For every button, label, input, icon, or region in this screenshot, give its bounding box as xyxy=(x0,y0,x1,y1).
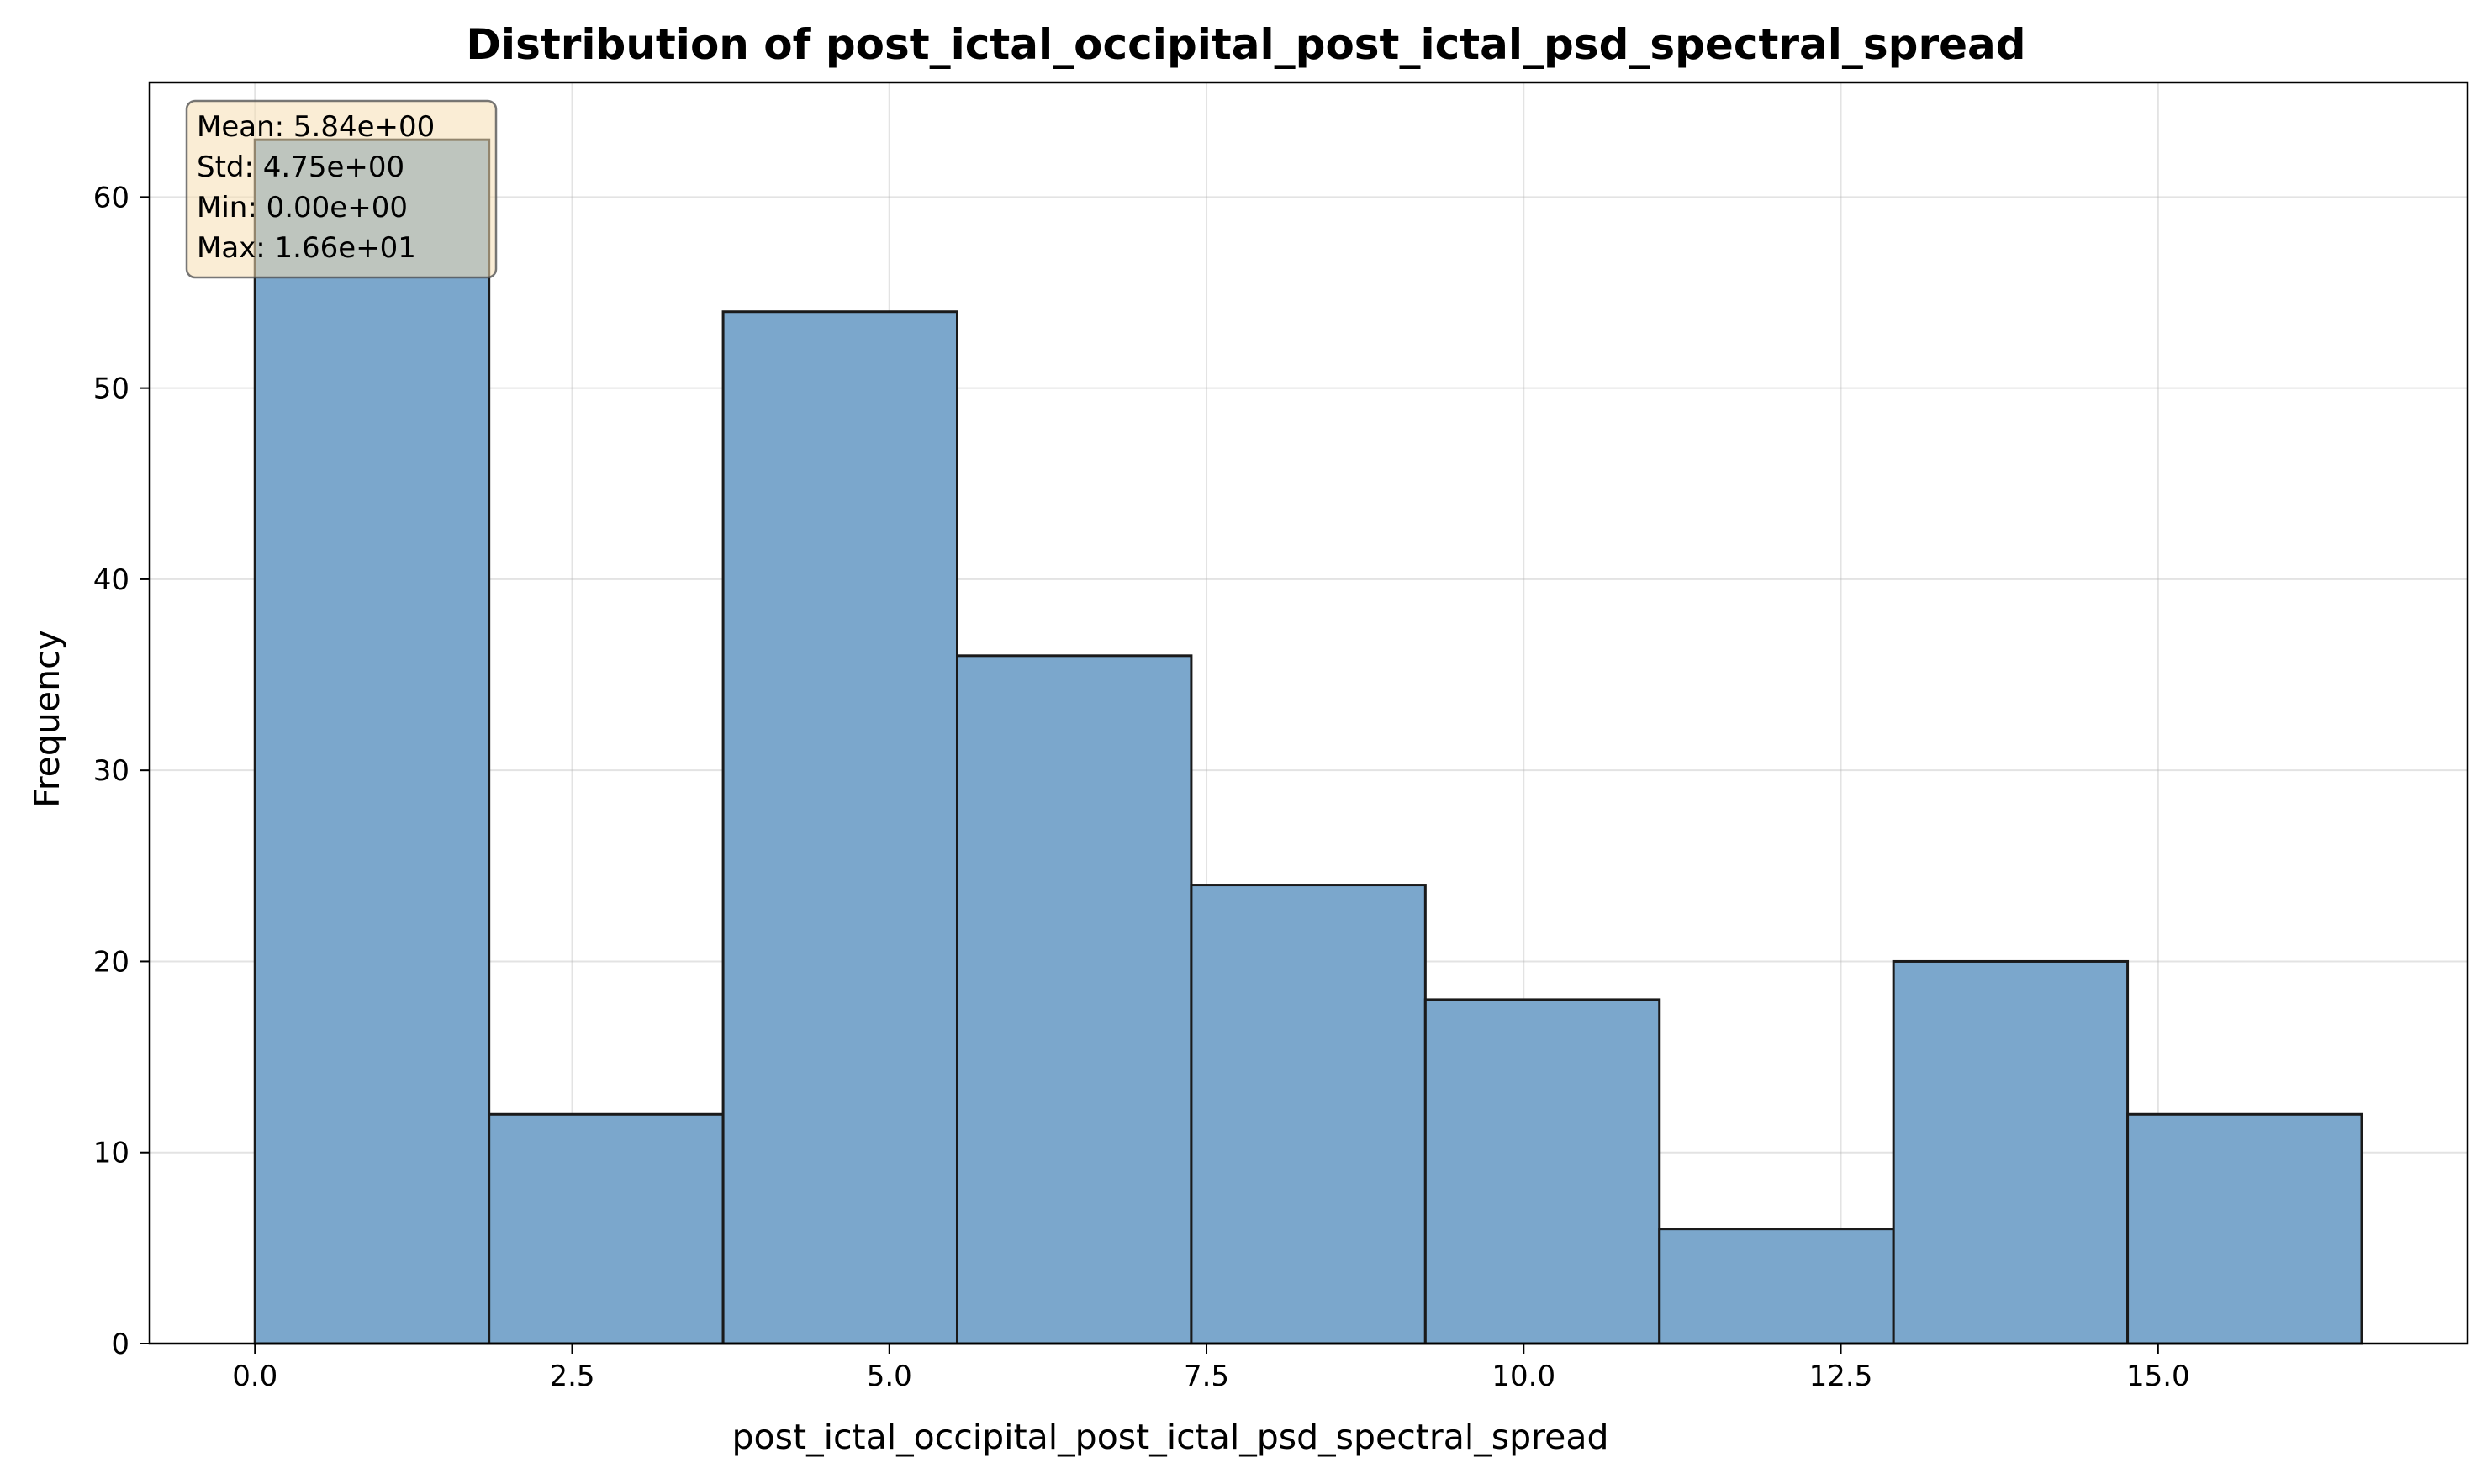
histogram-bar-6 xyxy=(1658,1228,1895,1345)
histogram-bar-4 xyxy=(1190,884,1427,1345)
x-tick-label-1: 2.5 xyxy=(549,1360,594,1393)
histogram-bar-8 xyxy=(2126,1112,2363,1345)
histogram-bar-1 xyxy=(488,1112,725,1345)
stats-box-background xyxy=(185,99,498,279)
histogram-bars xyxy=(253,138,2363,1345)
stats-mean: Mean: 5.84e+00 xyxy=(197,110,435,144)
stats-std: Std: 4.75e+00 xyxy=(197,151,404,184)
y-tick-label-1: 10 xyxy=(93,1137,129,1170)
y-axis-label: Frequency xyxy=(27,630,67,808)
x-tick-label-0: 0.0 xyxy=(232,1360,277,1393)
histogram-bar-7 xyxy=(1892,959,2130,1345)
y-tick-label-2: 20 xyxy=(93,945,129,979)
histogram-bar-2 xyxy=(721,310,958,1345)
y-tick-label-3: 30 xyxy=(93,754,129,788)
stats-min: Min: 0.00e+00 xyxy=(197,191,408,224)
x-tick-label-4: 10.0 xyxy=(1492,1360,1555,1393)
x-tick-label-2: 5.0 xyxy=(867,1360,912,1393)
histogram-bar-0 xyxy=(253,138,491,1345)
y-tick-label-5: 50 xyxy=(93,372,129,406)
histogram-bar-3 xyxy=(955,654,1193,1345)
y-tick-label-0: 0 xyxy=(111,1328,129,1361)
stats-box: Mean: 5.84e+00 Std: 4.75e+00 Min: 0.00e+… xyxy=(185,99,498,279)
histogram-bar-5 xyxy=(1423,998,1661,1345)
x-tick-label-3: 7.5 xyxy=(1184,1360,1229,1393)
plot-area-frame xyxy=(148,81,2469,1345)
y-tick-label-6: 60 xyxy=(93,181,129,214)
x-axis-ticks: 0.0 2.5 5.0 7.5 10.0 12.5 15.0 xyxy=(232,1344,2190,1393)
y-axis-ticks: 0 10 20 30 40 50 60 xyxy=(93,181,150,1361)
chart-title: Distribution of post_ictal_occipital_pos… xyxy=(466,20,2025,69)
x-axis-label: post_ictal_occipital_post_ictal_psd_spec… xyxy=(732,1417,1609,1457)
y-tick-label-4: 40 xyxy=(93,563,129,597)
stats-max: Max: 1.66e+01 xyxy=(197,231,416,265)
x-tick-label-6: 15.0 xyxy=(2126,1360,2190,1393)
x-tick-label-5: 12.5 xyxy=(1809,1360,1873,1393)
